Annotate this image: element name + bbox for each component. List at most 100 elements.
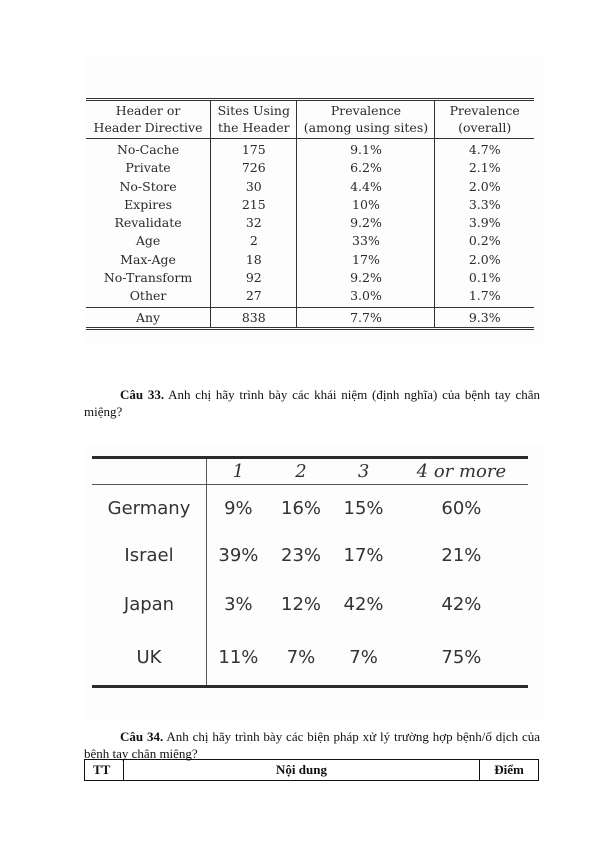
table-cell: 6.2%: [296, 159, 435, 178]
table-cell: 0.2%: [434, 232, 534, 251]
table-cell: 838: [210, 306, 297, 330]
table-cell: 9%: [205, 484, 270, 531]
column-header: 3: [332, 457, 395, 485]
table-cell: 9.3%: [434, 306, 534, 330]
column-header: 1: [205, 457, 270, 485]
table-cell: 75%: [394, 629, 528, 688]
table-cell: Private: [125, 160, 171, 176]
column-header: 2: [269, 457, 333, 485]
question-text: Anh chị hãy trình bày các khái niệm (địn…: [84, 387, 541, 419]
question-34: Câu 34. Anh chị hãy trình bày các biện p…: [84, 728, 540, 762]
table-cell: 42%: [441, 594, 482, 615]
table-cell: Age: [135, 233, 161, 249]
table-row: Private 726 6.2% 2.1%: [86, 159, 534, 178]
table-cell: 3.9%: [434, 214, 534, 233]
table-cell: 175: [210, 138, 297, 160]
table-cell: 9.1%: [296, 138, 435, 160]
table-cell: 92: [210, 269, 297, 288]
table-cell: 23%: [281, 545, 322, 566]
table-cell: No-Cache: [116, 142, 180, 157]
column-header-content: Nội dung: [123, 759, 480, 781]
table-cell: Any: [86, 306, 211, 330]
table-cell: Other: [129, 288, 167, 304]
table-cell: 3.3%: [434, 195, 534, 215]
table-cell: 42%: [343, 594, 384, 615]
table-cell: 17%: [343, 545, 384, 566]
column-header: Header or Header Directive: [86, 99, 211, 139]
table-cell: 32: [210, 214, 297, 233]
table-cell: 4.7%: [434, 138, 534, 160]
table-row: No-Transform 92 9.2% 0.1%: [86, 269, 534, 288]
table-cell: 215: [210, 195, 297, 215]
table-cell: 15%: [343, 497, 384, 519]
table-header-row: Header or Header Directive Sites Using the…: [86, 99, 534, 139]
table-cell: 7%: [332, 629, 395, 688]
country-distribution-table: 1 2 3 4 or more Germany 9% 16% 15% 60% Israe…: [92, 456, 528, 688]
table-row: Revalidate 32 9.2% 3.9%: [86, 214, 534, 233]
table-footer-row: Any 838 7.7% 9.3%: [86, 306, 534, 330]
table-cell: 9.2%: [296, 269, 435, 288]
table-header-row: TT Nội dung Điểm: [84, 759, 539, 781]
table-cell: 17%: [296, 250, 435, 270]
table-cell: 0.1%: [434, 269, 534, 288]
table-cell: No-Transform: [103, 270, 193, 286]
table-cell: No-Store: [119, 178, 177, 194]
table-cell: 12%: [281, 594, 322, 615]
column-header: 4 or more: [394, 457, 528, 485]
table-cell: 9.2%: [296, 214, 435, 233]
question-33: Câu 33. Anh chị hãy trình bày các khái n…: [84, 386, 540, 420]
column-header: [92, 457, 207, 485]
question-number: Câu 34.: [120, 729, 164, 744]
table-row: No-Cache 175 9.1% 4.7%: [86, 138, 534, 160]
table-cell: 2.0%: [434, 177, 534, 196]
header-prevalence-table-image: Header or Header Directive Sites Using the…: [84, 55, 544, 345]
row-label: Japan: [123, 594, 175, 615]
table-cell: 7%: [269, 629, 333, 688]
table-cell: 3%: [205, 580, 270, 629]
table-cell: 21%: [441, 545, 482, 566]
table-row: Expires 215 10% 3.3%: [86, 195, 534, 215]
table-cell: Revalidate: [114, 215, 182, 231]
row-label: Germany: [107, 497, 191, 519]
table-cell: 1.7%: [434, 287, 534, 308]
header-prevalence-table: Header or Header Directive Sites Using the…: [86, 98, 534, 330]
table-cell: 726: [210, 159, 297, 178]
question-number: Câu 33.: [120, 387, 165, 402]
column-header-score: Điểm: [479, 759, 539, 781]
table-cell: 39%: [205, 531, 270, 580]
table-cell: 11%: [205, 629, 270, 688]
row-label: UK: [92, 629, 207, 688]
table-row: Japan 3% 12% 42% 42%: [92, 580, 528, 629]
column-header: Sites Using the Header: [210, 99, 297, 139]
table-cell: 2: [210, 232, 297, 251]
table-cell: 2.0%: [434, 250, 534, 270]
row-label: Israel: [124, 545, 174, 566]
table-cell: 18: [210, 250, 297, 270]
table-row: No-Store 30 4.4% 2.0%: [86, 177, 534, 196]
table-row: Max-Age 18 17% 2.0%: [86, 250, 534, 270]
table-cell: 3.0%: [296, 287, 435, 308]
column-header: Prevalence (among using sites): [296, 99, 435, 139]
table-row: Other 27 3.0% 1.7%: [86, 287, 534, 308]
question-text: Anh chị hãy trình bày các biện pháp xử l…: [84, 729, 540, 761]
table-cell: Expires: [124, 196, 173, 212]
answer-table: TT Nội dung Điểm: [84, 759, 539, 781]
table-cell: 10%: [296, 195, 435, 215]
table-cell: 27: [210, 287, 297, 308]
column-header: Prevalence (overall): [434, 99, 534, 139]
table-cell: 7.7%: [296, 306, 435, 330]
table-cell: 60%: [441, 497, 482, 519]
table-header-row: 1 2 3 4 or more: [92, 457, 528, 485]
country-distribution-table-image: 1 2 3 4 or more Germany 9% 16% 15% 60% Israe…: [84, 444, 544, 719]
table-cell: 2.1%: [434, 159, 534, 178]
table-cell: Max-Age: [120, 251, 176, 267]
table-row: UK 11% 7% 7% 75%: [92, 629, 528, 688]
table-cell: 4.4%: [296, 177, 435, 196]
table-cell: 16%: [281, 497, 322, 519]
column-header-tt: TT: [84, 759, 124, 781]
table-row: Age 2 33% 0.2%: [86, 232, 534, 251]
table-row: Israel 39% 23% 17% 21%: [92, 531, 528, 580]
table-cell: 30: [210, 177, 297, 196]
table-cell: 33%: [296, 232, 435, 251]
table-row: Germany 9% 16% 15% 60%: [92, 484, 528, 531]
